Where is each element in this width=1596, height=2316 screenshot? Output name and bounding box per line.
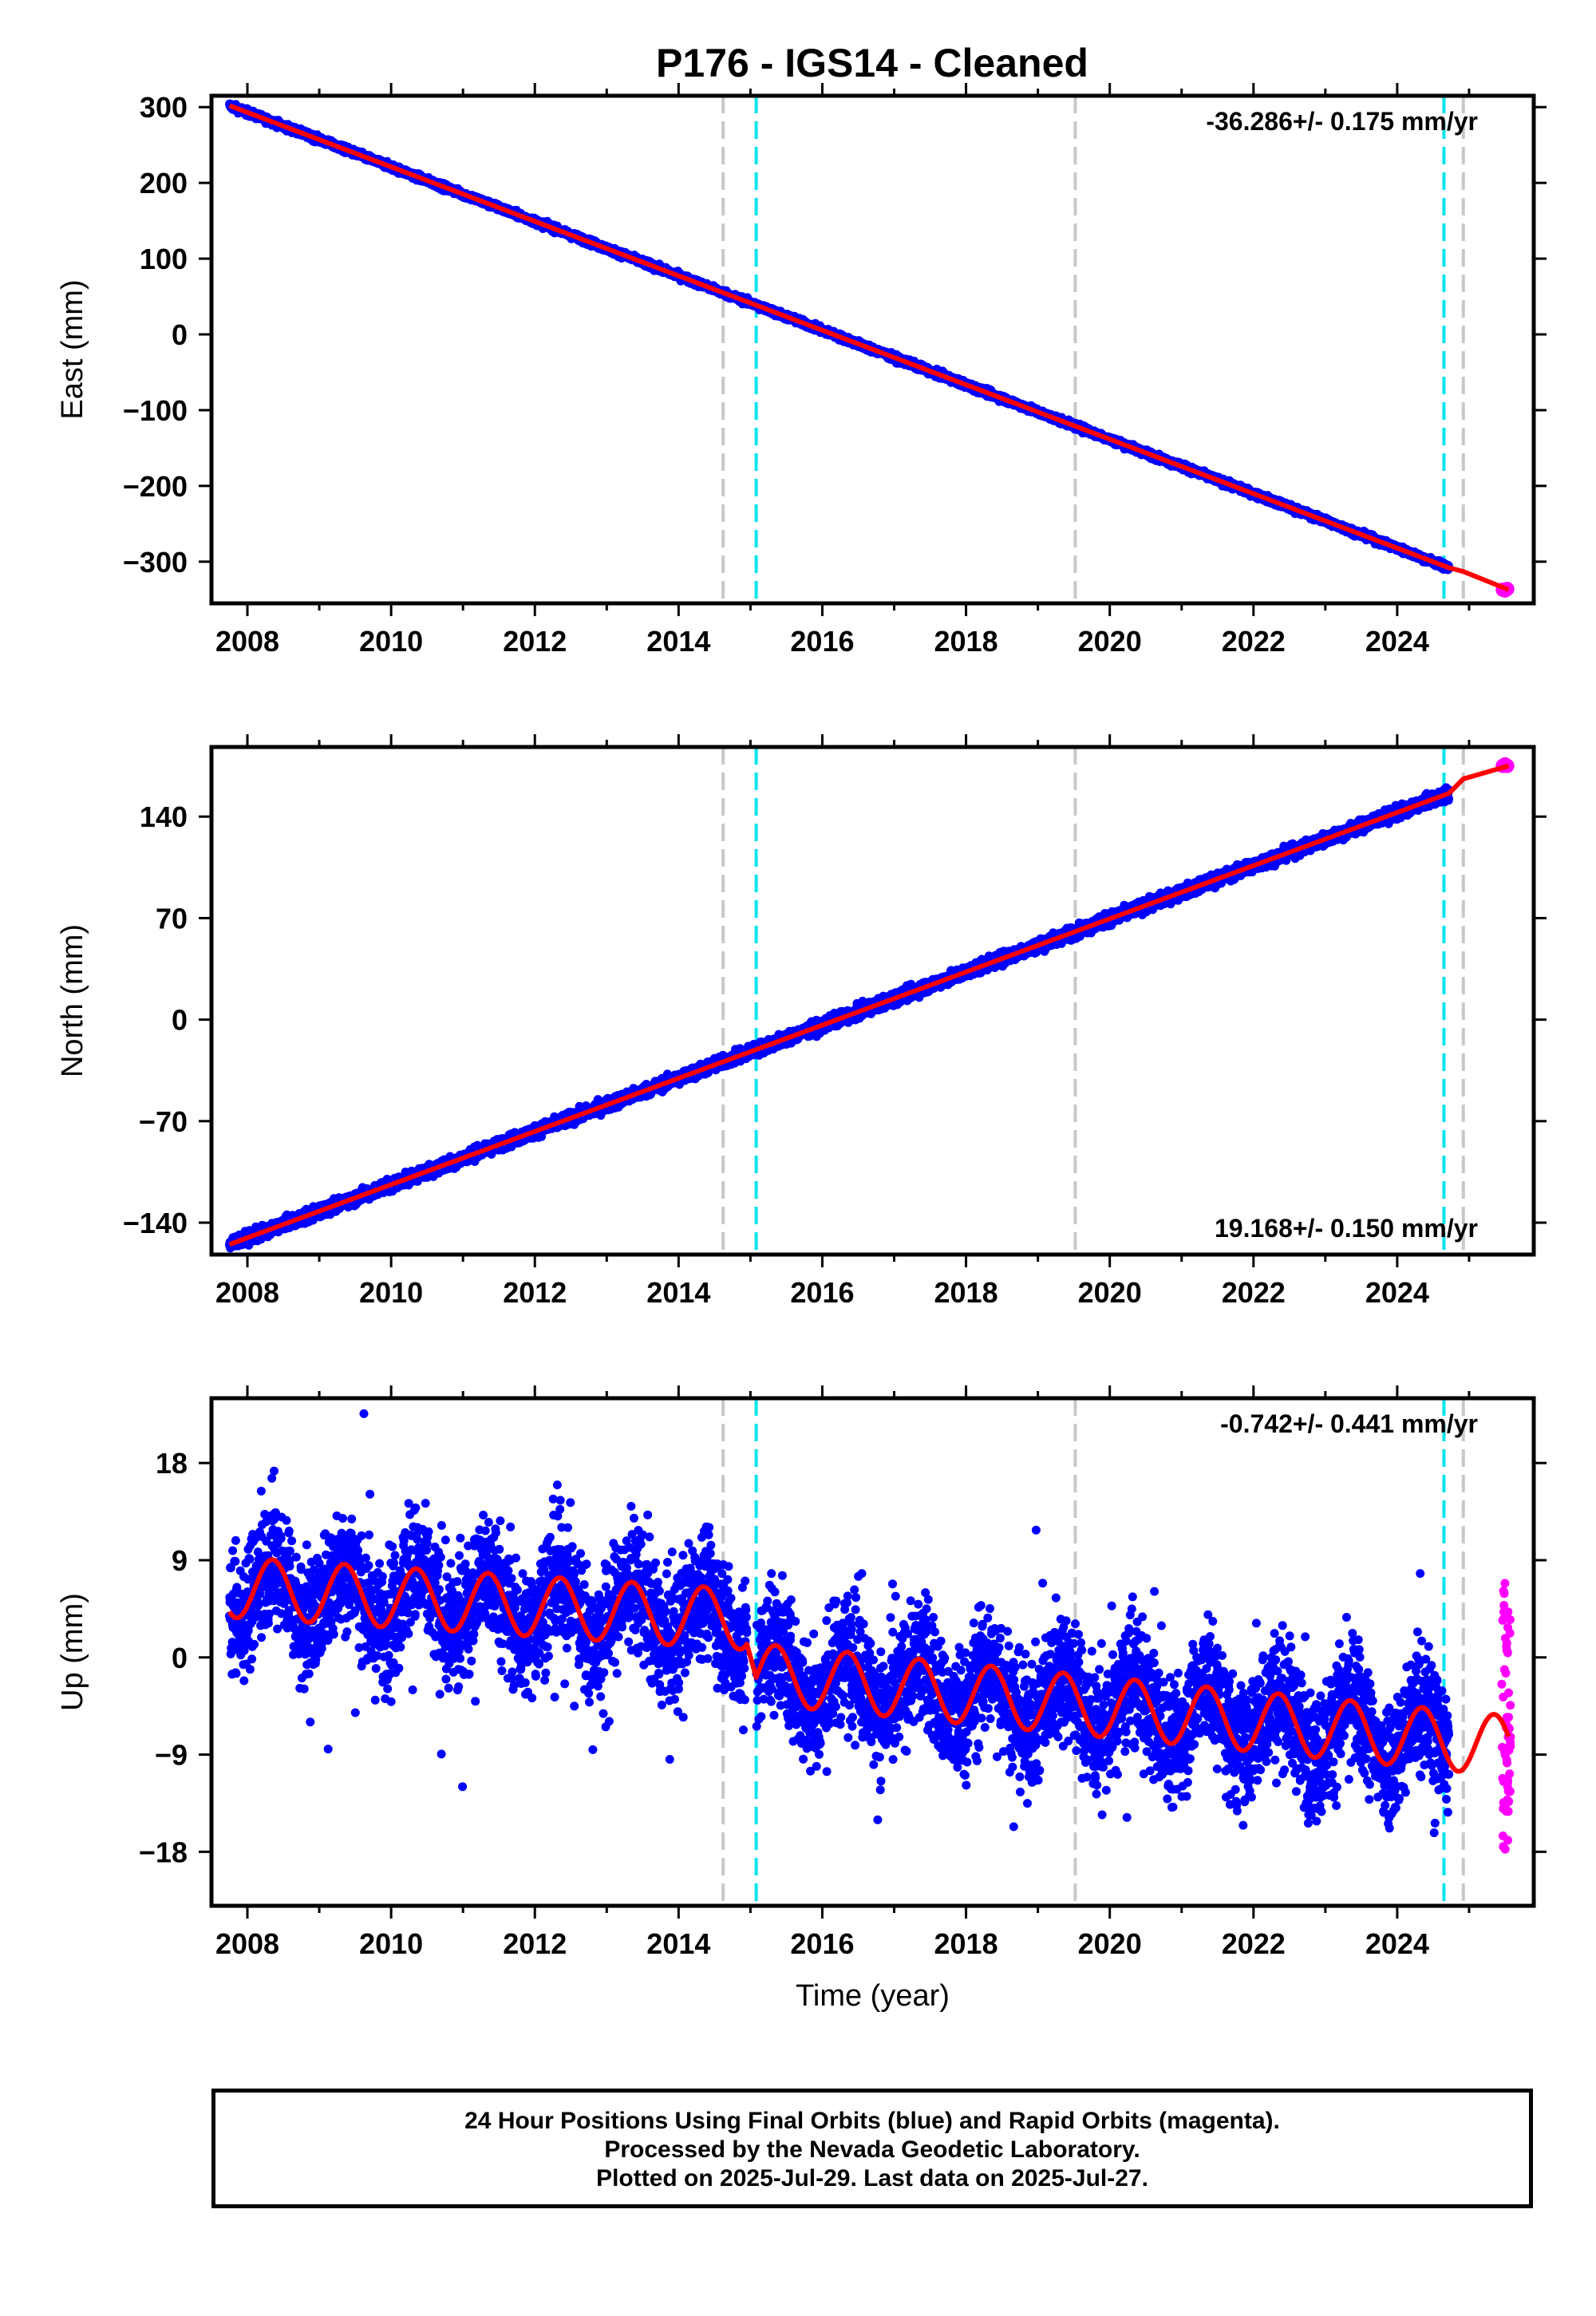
plot-area xyxy=(225,96,1515,603)
chart-title: P176 - IGS14 - Cleaned xyxy=(656,41,1088,85)
panel-1: 2008 2010 2012 2014 2016 2018 2020 2022 20243002… xyxy=(56,83,1547,658)
